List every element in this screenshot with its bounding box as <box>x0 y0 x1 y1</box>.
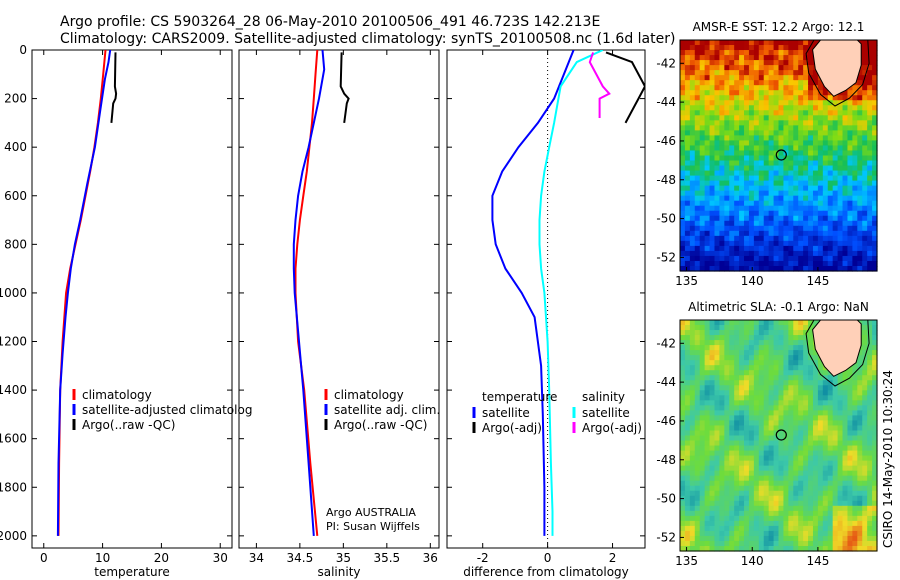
x-tick-label: 34 <box>249 551 264 565</box>
x-tick-label: 35.5 <box>373 551 400 565</box>
map-title: AMSR-E SST: 12.2 Argo: 12.1 <box>693 20 865 34</box>
x-tick-label: 140 <box>741 554 764 568</box>
y-tick-label: -46 <box>656 134 676 148</box>
legend-label: satellite-adjusted climatolog <box>82 403 252 417</box>
x-tick-label: 36 <box>423 551 438 565</box>
y-tick-label: 800 <box>4 237 27 251</box>
y-tick-label: -42 <box>656 56 676 70</box>
side-label: CSIRO 14-May-2010 10:30:24 <box>881 370 895 548</box>
annotation-text: PI: Susan Wijffels <box>326 520 420 533</box>
x-tick-label: 140 <box>741 274 764 288</box>
series-line-3 <box>588 52 611 118</box>
x-tick-label: 10 <box>95 551 110 565</box>
series-line-1 <box>56 50 112 536</box>
y-tick-label: 1000 <box>0 286 27 300</box>
series-line-2 <box>605 51 645 124</box>
x-tick-label: 135 <box>675 274 698 288</box>
y-tick-label: -52 <box>656 250 676 264</box>
y-tick-label: -44 <box>656 95 676 109</box>
sst-field <box>680 40 878 272</box>
plot-frame <box>31 49 233 549</box>
y-tick-label: -48 <box>656 453 676 467</box>
map-frame <box>679 39 878 272</box>
chart-panels: 0 10 20 30020040060080010001200140016001800… <box>0 20 878 579</box>
legend-header: salinity <box>582 390 625 404</box>
legend-label: Argo(..raw -QC) <box>82 418 175 432</box>
legend-label: satellite <box>582 406 630 420</box>
legend-label: Argo(-adj) <box>482 421 542 435</box>
y-tick-label: -52 <box>656 530 676 544</box>
y-tick-label: 200 <box>4 92 27 106</box>
y-tick-label: -48 <box>656 173 676 187</box>
x-tick-label: -2 <box>477 551 489 565</box>
shelf-contour <box>805 320 870 387</box>
legend-label: satellite <box>482 406 530 420</box>
x-tick-label: 145 <box>806 274 829 288</box>
y-tick-label: -46 <box>656 414 676 428</box>
y-tick-label: 1800 <box>0 480 27 494</box>
x-tick-label: 145 <box>806 554 829 568</box>
header-line2: Climatology: CARS2009. Satellite-adjuste… <box>60 31 675 47</box>
annotation-text: Argo AUSTRALIA <box>326 506 416 519</box>
header-line1: Argo profile: CS 5903264_28 06-May-2010 … <box>60 14 600 30</box>
series-line-0 <box>491 50 575 536</box>
legend-header: temperature <box>482 390 557 404</box>
series-line-1 <box>292 50 326 536</box>
y-tick-label: -50 <box>656 212 676 226</box>
plot-frame <box>446 49 646 549</box>
y-tick-label: 1400 <box>0 383 27 397</box>
y-tick-label: -42 <box>656 336 676 350</box>
x-tick-label: 2 <box>609 551 617 565</box>
y-tick-label: -50 <box>656 492 676 506</box>
x-axis-label: temperature <box>94 565 169 579</box>
x-tick-label: 0 <box>544 551 552 565</box>
argo-position-marker <box>775 149 787 161</box>
x-tick-label: 0 <box>40 551 48 565</box>
legend-label: satellite adj. clim. <box>334 403 440 417</box>
tasmania-land <box>812 40 862 97</box>
legend-label: Argo(-adj) <box>582 421 642 435</box>
x-tick-label: 34.5 <box>287 551 314 565</box>
y-tick-label: 1200 <box>0 335 27 349</box>
y-tick-label: 400 <box>4 140 27 154</box>
sla-field <box>680 320 878 552</box>
plot-frame <box>238 49 440 549</box>
series-line-1 <box>538 50 604 536</box>
series-line-2 <box>110 52 118 123</box>
argo-position-marker <box>775 429 787 441</box>
y-tick-label: 0 <box>19 43 27 57</box>
legend-label: climatology <box>82 388 152 402</box>
map-title: Altimetric SLA: -0.1 Argo: NaN <box>688 300 869 314</box>
y-tick-label: 600 <box>4 189 27 203</box>
x-tick-label: 35 <box>336 551 351 565</box>
legend-label: climatology <box>334 388 404 402</box>
shelf-contour <box>805 40 870 107</box>
x-tick-label: 135 <box>675 554 698 568</box>
x-axis-label: difference from climatology <box>463 565 629 579</box>
y-tick-label: 1600 <box>0 432 27 446</box>
y-tick-label: -44 <box>656 375 676 389</box>
x-tick-label: 20 <box>154 551 169 565</box>
y-tick-label: 2000 <box>0 529 27 543</box>
tasmania-land <box>812 320 862 377</box>
x-tick-label: 30 <box>213 551 228 565</box>
map-frame <box>679 319 878 552</box>
x-axis-label: salinity <box>317 565 360 579</box>
series-line-2 <box>339 52 350 124</box>
legend-label: Argo(..raw -QC) <box>334 418 427 432</box>
